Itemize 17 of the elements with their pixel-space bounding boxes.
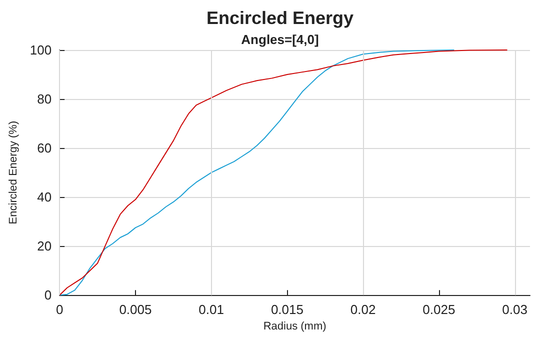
y-tick-label: 60 <box>37 140 52 156</box>
y-axis-title: Encircled Energy (%) <box>8 120 20 224</box>
chart-title: Encircled Energy <box>206 8 354 28</box>
x-axis-title: Radius (mm) <box>263 320 326 332</box>
x-tick-label: 0.025 <box>422 302 456 318</box>
x-tick-label: 0.005 <box>119 302 152 318</box>
x-tick-label: 0.02 <box>350 302 376 318</box>
y-tick-label: 0 <box>44 288 52 303</box>
y-tick-label: 100 <box>30 42 52 58</box>
y-tick-label: 40 <box>37 190 52 205</box>
x-tick-label: 0 <box>56 302 64 318</box>
x-tick-label: 0.015 <box>270 302 304 318</box>
y-tick-label: 20 <box>37 238 52 254</box>
x-tick-label: 0.03 <box>502 302 528 318</box>
x-tick-label: 0.01 <box>198 302 224 318</box>
y-tick-label: 80 <box>37 92 52 107</box>
chart-subtitle: Angles=[4,0] <box>241 32 319 47</box>
